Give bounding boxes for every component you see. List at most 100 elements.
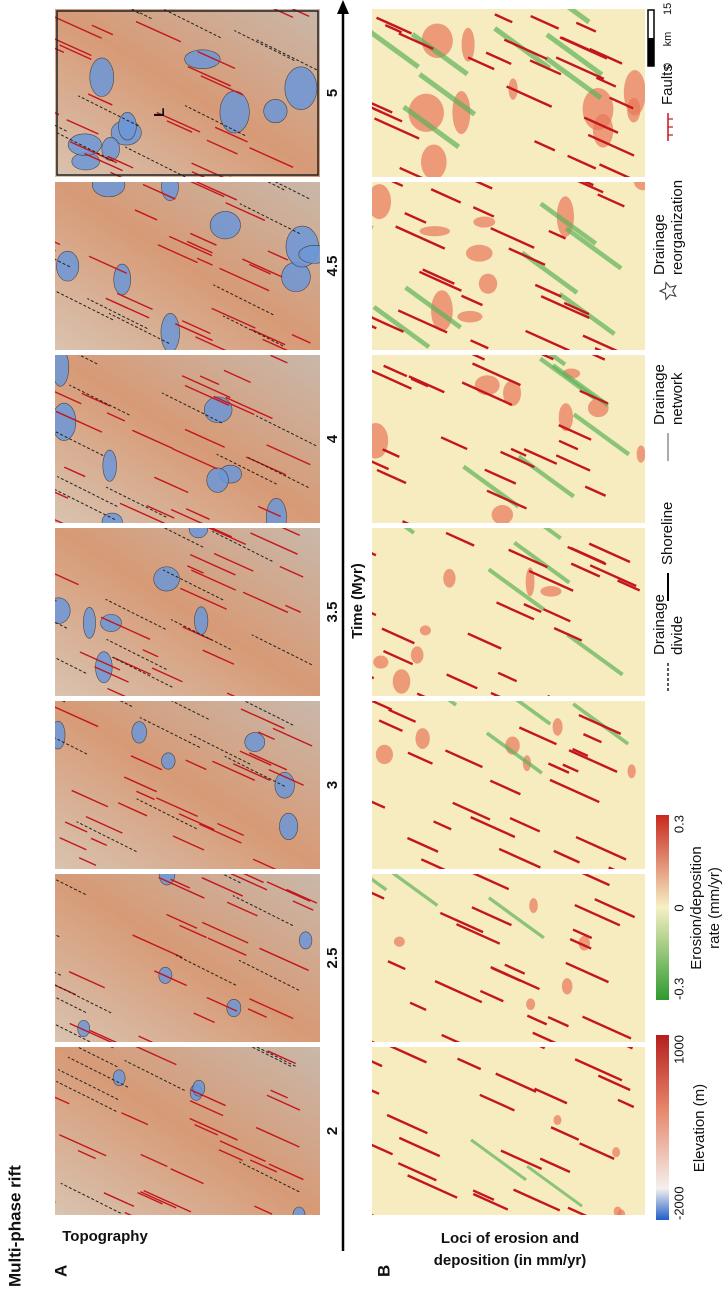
fault <box>510 447 527 457</box>
fault <box>553 627 583 642</box>
fault <box>55 34 92 57</box>
fault <box>567 545 607 566</box>
drainage-divide <box>222 315 284 347</box>
basin <box>131 721 147 744</box>
fault <box>249 998 294 1020</box>
map-background <box>372 874 645 1042</box>
drainage-divide <box>55 289 114 321</box>
fault <box>376 468 407 485</box>
fault <box>572 747 589 758</box>
fault <box>472 1192 509 1211</box>
fault <box>430 188 462 204</box>
fault <box>219 267 270 292</box>
erosion-streak <box>544 55 603 100</box>
fault <box>446 673 478 690</box>
fault <box>103 1192 135 1207</box>
deposition-patch <box>612 1147 621 1158</box>
map-background <box>372 701 645 869</box>
fault <box>81 392 111 407</box>
deposition-patch <box>529 898 538 914</box>
drainage-divide <box>213 284 274 316</box>
fault <box>588 542 631 564</box>
fault <box>534 140 556 152</box>
fault <box>207 937 247 956</box>
erosion-streak <box>485 731 543 775</box>
legend: Elevation (m)-20001000Erosion/deposition… <box>647 3 723 1220</box>
fault <box>479 989 504 1003</box>
fault <box>249 1159 278 1173</box>
fault <box>180 587 227 610</box>
panels: 2 2.5 3 3.5 4 4.5 5 L <box>55 9 645 1215</box>
map-panel <box>372 1047 645 1215</box>
time-tick-label: 4.5 <box>324 256 341 277</box>
fault <box>461 381 513 406</box>
drainage-divide <box>175 954 237 986</box>
fault <box>158 876 205 899</box>
fault <box>59 1134 107 1157</box>
basin <box>184 49 221 70</box>
erosion-streak <box>372 186 374 231</box>
fault <box>582 1015 632 1040</box>
fault <box>472 206 495 218</box>
fault <box>489 779 521 796</box>
basin <box>112 1069 126 1087</box>
fault <box>55 1085 70 1105</box>
fault <box>372 790 386 809</box>
drainage-divide <box>148 701 209 720</box>
drainage-divide <box>256 39 318 71</box>
fault <box>575 21 597 33</box>
fault <box>452 801 491 821</box>
fault <box>523 603 542 614</box>
drainage-divide <box>162 569 224 601</box>
fault <box>190 182 238 201</box>
fault <box>140 1153 168 1168</box>
fault <box>291 334 311 344</box>
basin <box>82 607 96 639</box>
fault <box>440 436 468 451</box>
colorbar-label: 0 <box>671 904 686 911</box>
fault <box>90 837 108 847</box>
fault <box>494 13 513 24</box>
fault <box>225 396 273 420</box>
fault <box>495 1072 537 1093</box>
fault <box>196 257 213 266</box>
fault <box>172 448 218 470</box>
erosion-streak <box>372 305 431 349</box>
fault <box>189 1117 238 1141</box>
fault <box>184 384 230 407</box>
fault <box>472 1189 495 1201</box>
fault <box>186 240 213 254</box>
fault <box>239 750 272 766</box>
erosion-streak <box>372 24 420 69</box>
fault <box>372 100 403 123</box>
fault <box>94 666 129 683</box>
fault <box>490 227 535 249</box>
fault <box>112 656 152 675</box>
basin <box>101 512 123 523</box>
drainage-divide <box>255 415 317 447</box>
colorbar-label: 0 <box>671 1186 686 1193</box>
fault <box>558 439 579 451</box>
fault <box>202 649 235 665</box>
fault <box>181 320 211 335</box>
map-panel <box>372 355 645 523</box>
legend-label: Drainage <box>651 594 668 655</box>
fault <box>503 38 548 61</box>
time-tick-label: 4 <box>324 434 341 443</box>
fault <box>55 43 65 54</box>
map-background <box>55 1047 320 1215</box>
erosion-streak <box>532 9 591 25</box>
deposition-patch <box>491 505 514 523</box>
fault <box>467 56 495 71</box>
fault <box>384 24 403 34</box>
fault <box>268 1163 304 1181</box>
scale-label: 15 <box>662 3 674 15</box>
drainage-divide <box>106 486 167 518</box>
fault <box>518 726 557 746</box>
erosion-streak <box>404 285 462 330</box>
fault <box>119 502 169 523</box>
drainage-divide <box>91 9 152 20</box>
map-panel <box>372 528 645 696</box>
fault <box>272 727 313 747</box>
